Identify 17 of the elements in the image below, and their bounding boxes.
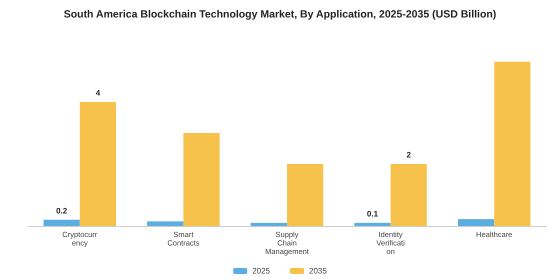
- bar: [390, 164, 427, 226]
- data-label: 4: [96, 88, 101, 98]
- bar: [250, 222, 287, 226]
- bar: [287, 164, 324, 226]
- legend-label: 2035: [309, 266, 328, 276]
- bar: [494, 62, 530, 226]
- bar: [458, 219, 494, 226]
- chart-title: South America Blockchain Technology Market, By Application, 2025-2035 (USD Billion): [64, 8, 496, 20]
- bar: [183, 133, 220, 226]
- bar: [147, 221, 184, 226]
- bar: [80, 102, 116, 226]
- data-label: 0.1: [366, 209, 379, 218]
- bar: [44, 220, 80, 226]
- data-label: 0.2: [56, 206, 68, 216]
- legend-label: 2025: [252, 266, 271, 276]
- data-label: 2: [406, 150, 412, 160]
- bar: [354, 222, 391, 226]
